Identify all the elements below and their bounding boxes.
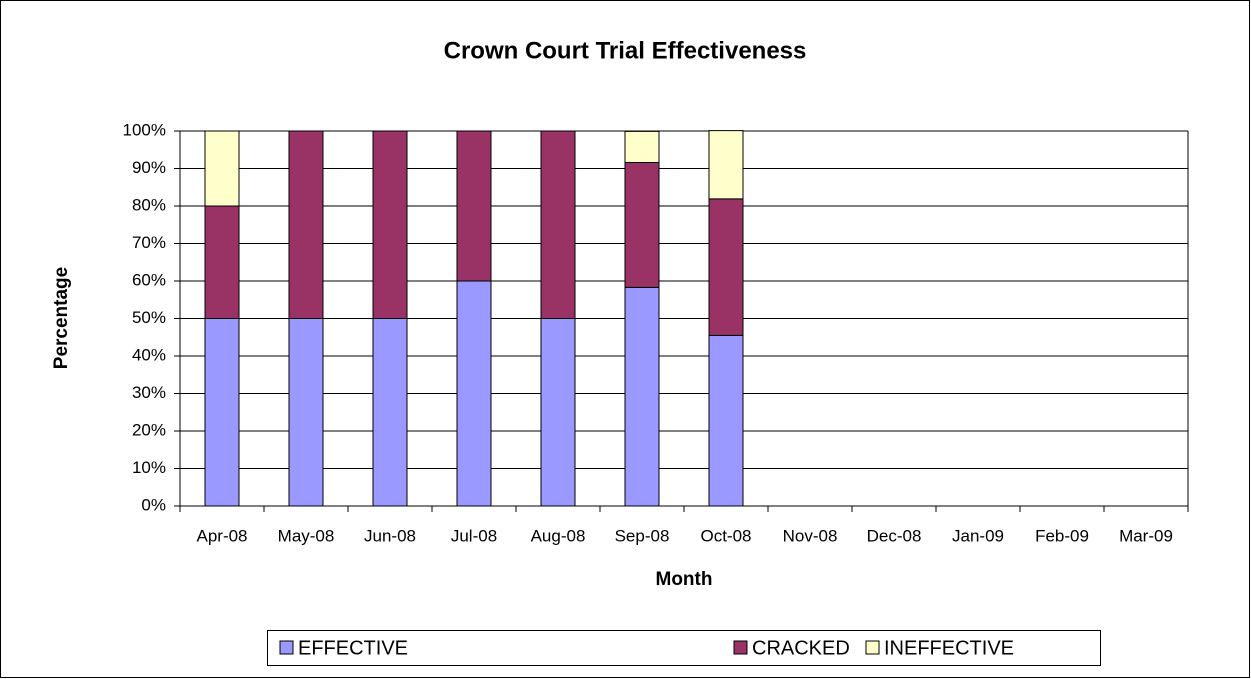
bar-segment [624, 286, 660, 507]
y-tick-label: 0% [141, 495, 166, 514]
bar-segment [624, 130, 660, 163]
x-tick-label: May-08 [278, 526, 335, 545]
bar-segment [708, 198, 744, 336]
x-tick-label: Feb-09 [1035, 526, 1089, 545]
chart-title: Crown Court Trial Effectiveness [444, 37, 807, 64]
x-tick-label: Nov-08 [783, 526, 838, 545]
x-tick-label: Mar-09 [1119, 526, 1173, 545]
y-tick-label: 60% [132, 270, 166, 289]
legend-swatch [733, 640, 748, 655]
bar-segment [456, 130, 492, 282]
legend-box [267, 630, 1101, 666]
x-tick-label: Oct-08 [700, 526, 751, 545]
y-axis-title: Percentage [51, 267, 72, 369]
y-tick-label: 90% [132, 158, 166, 177]
x-axis-title: Month [656, 569, 713, 590]
bar-segment [708, 334, 744, 507]
y-tick-label: 80% [132, 195, 166, 214]
legend-label: CRACKED [752, 637, 850, 659]
y-tick-label: 40% [132, 345, 166, 364]
x-tick-label: Dec-08 [867, 526, 922, 545]
bar-segment [204, 205, 240, 319]
x-tick-label: Apr-08 [196, 526, 247, 545]
y-tick-label: 50% [132, 308, 166, 327]
bar-segment [540, 130, 576, 319]
bar-segment [204, 318, 240, 507]
x-tick-label: Aug-08 [531, 526, 586, 545]
bar-segment [288, 130, 324, 319]
y-tick-label: 70% [132, 233, 166, 252]
y-tick-label: 10% [132, 458, 166, 477]
y-tick-label: 30% [132, 383, 166, 402]
x-tick-label: Sep-08 [615, 526, 670, 545]
bar-segment [540, 318, 576, 507]
y-tick-label: 100% [123, 120, 166, 139]
bar-segment [708, 130, 744, 200]
bar-segment [624, 162, 660, 288]
y-tick-label: 20% [132, 420, 166, 439]
x-tick-label: Jun-08 [364, 526, 416, 545]
x-tick-label: Jan-09 [952, 526, 1004, 545]
legend-swatch [279, 640, 294, 655]
bar-segment [204, 130, 240, 207]
bar-segment [372, 130, 408, 319]
bar-segment [372, 318, 408, 507]
legend-label: INEFFECTIVE [884, 637, 1014, 659]
bar-segment [288, 318, 324, 507]
x-tick-label: Jul-08 [451, 526, 497, 545]
legend-label: EFFECTIVE [298, 637, 408, 659]
legend-swatch [865, 640, 880, 655]
bar-segment [456, 280, 492, 507]
